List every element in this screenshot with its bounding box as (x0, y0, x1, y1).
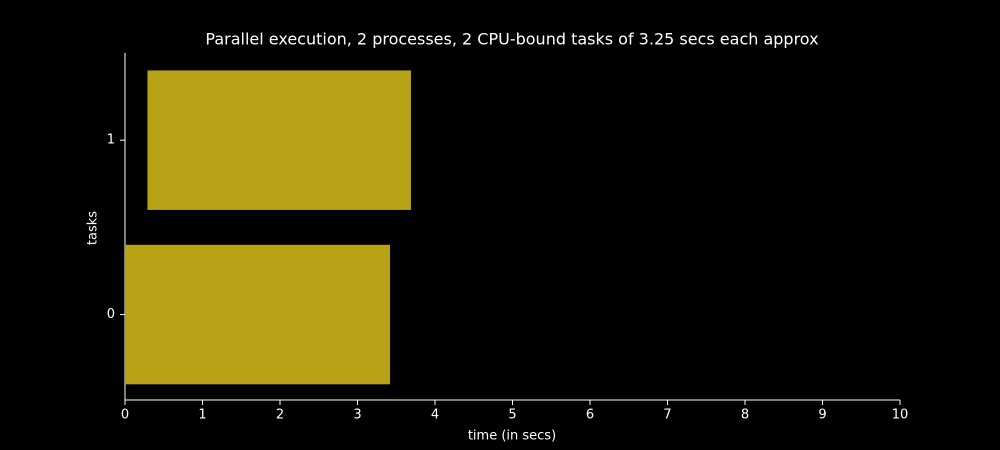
x-tick-label: 7 (663, 408, 671, 423)
x-tick-label: 0 (121, 408, 129, 423)
x-tick-label: 10 (892, 408, 909, 423)
x-tick-label: 4 (431, 408, 439, 423)
y-axis-label: tasks (86, 211, 101, 245)
chart-title: Parallel execution, 2 processes, 2 CPU-b… (205, 30, 818, 49)
x-tick-label: 8 (741, 408, 749, 423)
y-tick-label: 0 (107, 307, 115, 322)
bar (147, 70, 411, 210)
x-tick-label: 6 (586, 408, 594, 423)
bar (125, 244, 391, 385)
x-tick-label: 2 (276, 408, 284, 423)
x-tick-label: 1 (198, 408, 206, 423)
x-tick-label: 5 (508, 408, 516, 423)
x-tick-label: 9 (818, 408, 826, 423)
x-tick-label: 3 (353, 408, 361, 423)
x-axis-label: time (in secs) (468, 429, 556, 444)
y-tick-label: 1 (107, 133, 115, 148)
